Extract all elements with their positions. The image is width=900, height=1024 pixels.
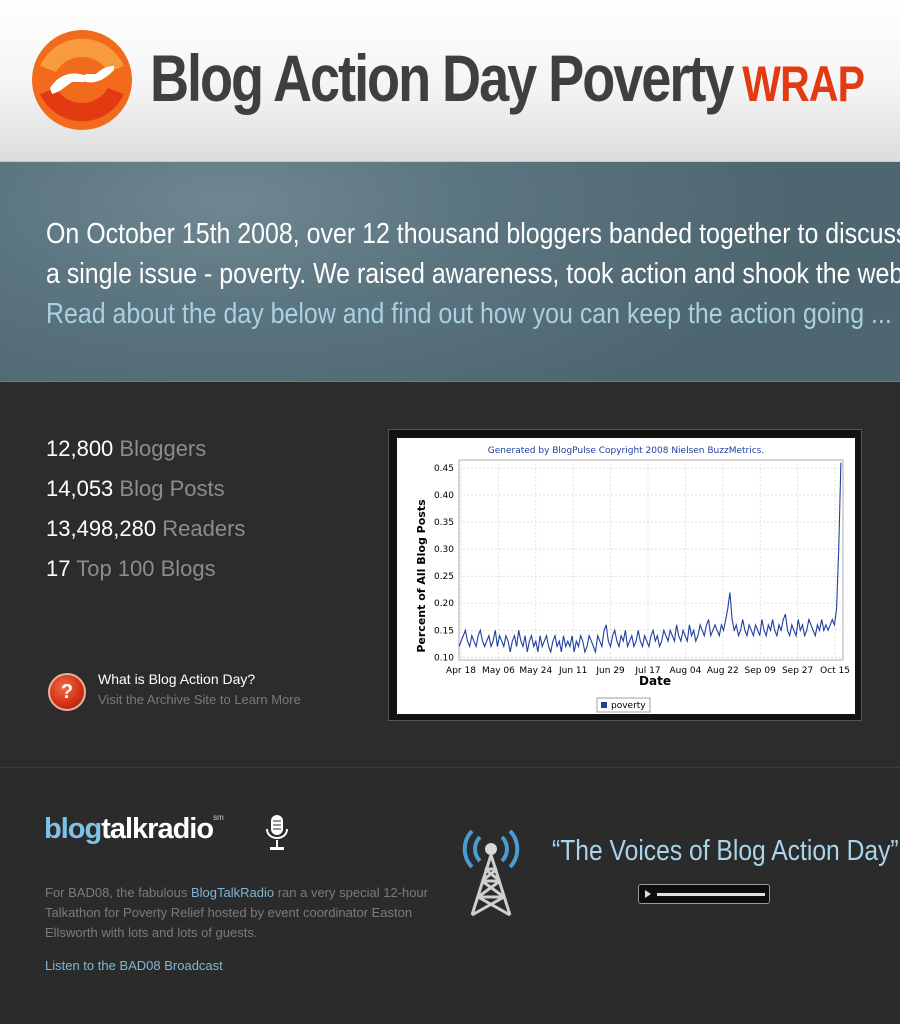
radio-section: blogtalkradiosm For BAD08, the fabulous … [0, 769, 900, 1024]
stat-blog-posts: 14,053 Blog Posts [46, 475, 225, 503]
stat-top-blogs: 17 Top 100 Blogs [46, 555, 216, 583]
chart-x-tick: Sep 09 [745, 666, 777, 676]
brand-sm: sm [213, 813, 224, 822]
blog-action-day-logo-icon[interactable] [28, 26, 136, 134]
play-icon[interactable] [645, 890, 651, 898]
chart-y-tick: 0.15 [434, 626, 454, 636]
header: Blog Action Day Poverty WRAP [0, 0, 900, 162]
listen-broadcast-link[interactable]: Listen to the BAD08 Broadcast [45, 958, 223, 973]
stat-label: Readers [162, 516, 246, 541]
chart-panel: Generated by BlogPulse Copyright 2008 Ni… [397, 438, 855, 714]
chart-x-tick: Jul 17 [634, 666, 660, 676]
chart-y-tick: 0.20 [434, 599, 454, 609]
chart-x-tick: Jun 29 [595, 666, 625, 676]
chart-x-tick: Oct 15 [820, 666, 850, 676]
chart-x-tick: May 06 [482, 666, 515, 676]
microphone-icon [266, 815, 288, 850]
chart-y-tick: 0.45 [434, 464, 454, 474]
intro-line-3: Read about the day below and find out ho… [46, 298, 892, 330]
chart-y-tick: 0.30 [434, 545, 454, 555]
stat-bloggers: 12,800 Bloggers [46, 435, 206, 463]
what-is-bad-title: What is Blog Action Day? [98, 671, 256, 687]
chart-y-tick: 0.35 [434, 518, 454, 528]
audio-player[interactable] [638, 884, 770, 904]
blogtalkradio-logo[interactable]: blogtalkradiosm [44, 813, 224, 853]
radio-desc-after: ran a very special 12-hour Talkathon for… [45, 885, 429, 940]
player-progress-track[interactable] [657, 893, 765, 896]
chart-frame: Generated by BlogPulse Copyright 2008 Ni… [388, 429, 862, 721]
chart-legend: poverty [596, 697, 651, 713]
chart-y-tick: 0.40 [434, 491, 454, 501]
chart-x-tick: Aug 22 [707, 666, 739, 676]
chart-y-label: Percent of All Blog Posts [415, 499, 428, 653]
stat-number: 17 [46, 556, 71, 581]
chart-title: Generated by BlogPulse Copyright 2008 Ni… [488, 446, 764, 456]
radio-description: For BAD08, the fabulous BlogTalkRadio ra… [45, 883, 445, 943]
stat-number: 13,498,280 [46, 516, 157, 541]
page-title: Blog Action Day Poverty WRAP [150, 28, 865, 128]
voices-title: “The Voices of Blog Action Day” [552, 835, 899, 867]
stat-label: Top 100 Blogs [76, 556, 216, 581]
radio-desc-before: For BAD08, the fabulous [45, 885, 191, 900]
chart-y-tick: 0.10 [434, 653, 454, 663]
intro-line-2: a single issue - poverty. We raised awar… [46, 258, 900, 290]
intro-banner: On October 15th 2008, over 12 thousand b… [0, 162, 900, 382]
chart-series-line [458, 462, 842, 655]
blogpulse-chart: Generated by BlogPulse Copyright 2008 Ni… [415, 446, 850, 713]
title-main: Blog Action Day Poverty [150, 41, 734, 115]
radio-tower-icon [462, 829, 520, 917]
legend-label: poverty [611, 701, 646, 711]
stat-number: 12,800 [46, 436, 114, 461]
chart-x-tick: Jun 11 [558, 666, 587, 676]
brand-blog: blog [44, 813, 102, 845]
stat-label: Blog Posts [119, 476, 225, 501]
stat-label: Bloggers [119, 436, 207, 461]
chart-x-tick: Apr 18 [446, 666, 476, 676]
chart-x-label: Date [639, 674, 671, 688]
blogtalkradio-link[interactable]: BlogTalkRadio [190, 885, 275, 900]
chart-y-tick: 0.25 [434, 572, 454, 582]
intro-line-1: On October 15th 2008, over 12 thousand b… [46, 218, 900, 250]
stats-section: 12,800 Bloggers 14,053 Blog Posts 13,498… [0, 383, 900, 768]
chart-x-tick: Sep 27 [782, 666, 813, 676]
title-suffix: WRAP [742, 56, 865, 112]
chart-x-tick: Aug 04 [669, 666, 701, 676]
stat-readers: 13,498,280 Readers [46, 515, 245, 543]
stat-number: 14,053 [46, 476, 114, 501]
chart-x-tick: May 24 [519, 666, 552, 676]
archive-site-link[interactable]: Visit the Archive Site to Learn More [98, 692, 301, 707]
brand-talkradio: talkradio [101, 813, 214, 845]
question-icon[interactable]: ? [48, 673, 86, 711]
legend-swatch [601, 702, 607, 708]
what-is-bad-block: ? What is Blog Action Day? Visit the Arc… [48, 671, 388, 721]
